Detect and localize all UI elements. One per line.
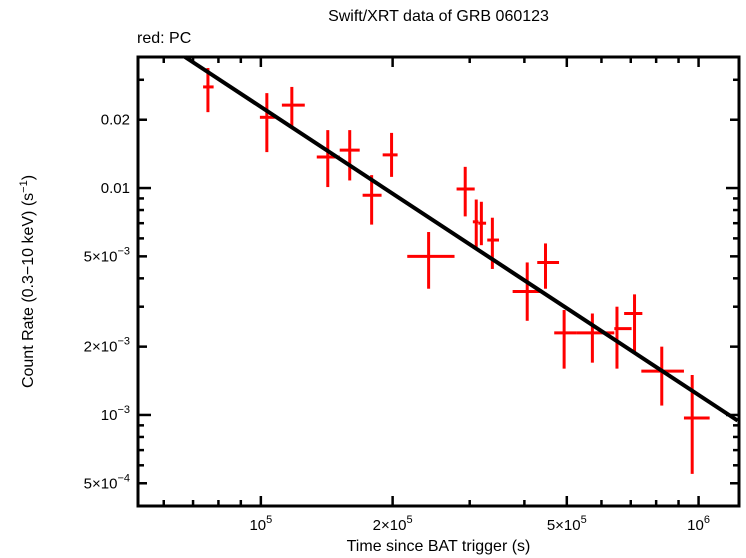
- data-point-errorbar: [472, 199, 479, 247]
- data-point-errorbar: [624, 294, 643, 352]
- axis-titles: Time since BAT trigger (s) Count Rate (0.…: [18, 175, 530, 555]
- y-tick-label: 0.01: [101, 180, 130, 197]
- data-point-errorbar: [362, 175, 382, 225]
- data-point-errorbar: [478, 201, 487, 246]
- x-tick-label: 105: [249, 514, 272, 534]
- fit-line: [183, 55, 739, 423]
- mode-legend-label: red: PC: [137, 30, 192, 47]
- y-axis-title: Count Rate (0.3−10 keV) (s−1): [18, 175, 37, 388]
- x-tick-label: 2×105: [373, 514, 413, 534]
- y-tick-label: 5×10−4: [84, 472, 130, 492]
- data-point-errorbar: [259, 93, 275, 153]
- y-tick-label: 2×10−3: [84, 336, 130, 356]
- data-point-errorbar: [537, 243, 560, 289]
- data-point-errorbar: [512, 262, 543, 321]
- y-tick-label: 10−3: [101, 404, 130, 424]
- data-series-pc: [203, 68, 710, 474]
- data-point-errorbar: [614, 306, 632, 369]
- data-point-errorbar: [203, 68, 214, 113]
- data-point-errorbar: [554, 310, 577, 369]
- x-tick-label: 106: [687, 514, 710, 534]
- data-point-errorbar: [281, 86, 305, 127]
- y-tick-label: 5×10−3: [84, 245, 130, 265]
- data-point-errorbar: [641, 346, 684, 406]
- chart-title: Swift/XRT data of GRB 060123: [328, 8, 549, 25]
- y-tick-label: 0.02: [101, 112, 130, 129]
- data-point-errorbar: [456, 166, 475, 217]
- axes: 105 2×105 5×105 106 0.02 0.01 5×10−3 2×10−3 10−3…: [84, 55, 741, 534]
- data-point-errorbar: [339, 130, 360, 181]
- x-axis-title: Time since BAT trigger (s): [347, 538, 531, 555]
- data-point-errorbar: [576, 313, 615, 363]
- data-point-errorbar: [382, 132, 398, 177]
- x-tick-label: 5×105: [547, 514, 587, 534]
- data-point-errorbar: [407, 232, 455, 289]
